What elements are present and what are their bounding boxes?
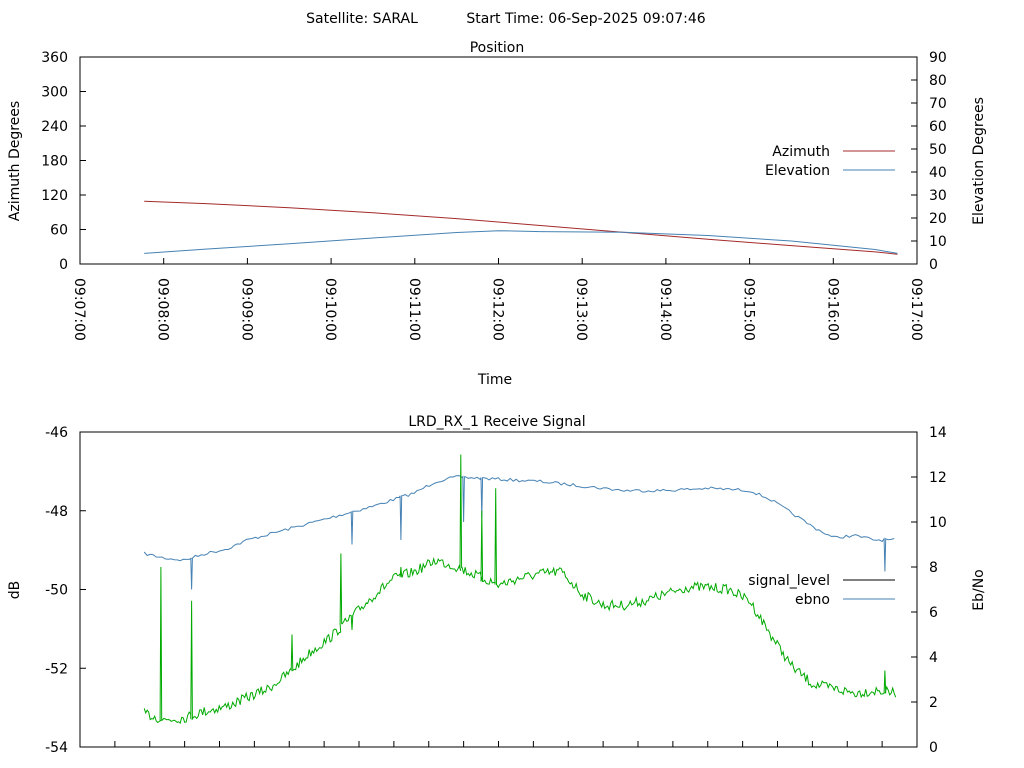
azimuth-tick-label: 180 (41, 154, 68, 170)
db-tick-label: -54 (45, 740, 68, 756)
elevation-tick-label: 70 (929, 96, 947, 112)
elevation-tick-label: 0 (929, 257, 938, 273)
elevation-tick-label: 30 (929, 188, 947, 204)
db-tick-label: -46 (45, 425, 68, 441)
time-tick-label: 09:14:00 (657, 278, 673, 341)
signal-plot-frame (79, 431, 918, 748)
ebno-tick-label: 8 (929, 560, 938, 576)
azimuth-tick-label: 60 (50, 223, 68, 239)
position-plot-frame (79, 56, 918, 265)
time-tick-label: 09:15:00 (741, 278, 757, 341)
satellite-label: Satellite: SARAL (306, 11, 418, 27)
ebno-tick-label: 14 (929, 425, 947, 441)
signal-trace-line (143, 454, 897, 725)
elevation-tick-label: 40 (929, 165, 947, 181)
legend-signal-level-label: signal_level (748, 573, 830, 589)
position-panel: Position 0 60 120 180 240 300 360 0 10 20 30 40 50 60… (7, 40, 987, 388)
db-axis-label: dB (7, 581, 23, 600)
ebno-tick-label: 2 (929, 695, 938, 711)
elevation-tick-label: 90 (929, 50, 947, 66)
legend-elevation-label: Elevation (765, 163, 830, 179)
azimuth-tick-label: 300 (41, 85, 68, 101)
ebno-tick-label: 4 (929, 650, 938, 666)
time-tick-label: 09:12:00 (490, 278, 506, 341)
elevation-tick-label: 50 (929, 142, 947, 158)
time-tick-label: 09:11:00 (406, 278, 422, 341)
ebno-tick-label: 6 (929, 605, 938, 621)
start-time-label: Start Time: 06-Sep-2025 09:07:46 (466, 11, 705, 27)
signal-title: LRD_RX_1 Receive Signal (408, 414, 585, 430)
azimuth-line (144, 200, 898, 255)
position-title: Position (470, 40, 525, 56)
time-tick-label: 09:08:00 (155, 278, 171, 341)
signal-panel: LRD_RX_1 Receive Signal -54 -52 -50 -48 -46 0… (7, 414, 987, 756)
azimuth-tick-label: 120 (41, 188, 68, 204)
elevation-tick-label: 80 (929, 73, 947, 89)
time-tick-label: 09:07:00 (71, 278, 87, 341)
legend-ebno-label: ebno (795, 592, 830, 608)
legend-azimuth-label: Azimuth (772, 144, 830, 160)
time-tick-label: 09:10:00 (322, 278, 338, 341)
elevation-tick-label: 20 (929, 211, 947, 227)
time-tick-label: 09:17:00 (908, 278, 924, 341)
azimuth-tick-label: 0 (59, 257, 68, 273)
ebno-axis-label: Eb/No (971, 569, 987, 611)
time-axis-label: Time (477, 372, 512, 388)
db-tick-label: -52 (45, 661, 68, 677)
elevation-tick-label: 10 (929, 234, 947, 250)
time-tick-label: 09:13:00 (573, 278, 589, 341)
elevation-line (144, 230, 898, 254)
azimuth-tick-label: 240 (41, 119, 68, 135)
db-tick-label: -48 (45, 504, 68, 520)
ebno-line (143, 475, 895, 590)
azimuth-axis-label: Azimuth Degrees (7, 101, 23, 221)
db-tick-label: -50 (45, 583, 68, 599)
ebno-tick-label: 12 (929, 470, 947, 486)
ebno-tick-label: 10 (929, 515, 947, 531)
time-tick-label: 09:09:00 (238, 278, 254, 341)
azimuth-tick-label: 360 (41, 50, 68, 66)
ebno-tick-label: 0 (929, 740, 938, 756)
elevation-tick-label: 60 (929, 119, 947, 135)
elevation-axis-label: Elevation Degrees (971, 97, 987, 225)
time-tick-label: 09:16:00 (824, 278, 840, 341)
